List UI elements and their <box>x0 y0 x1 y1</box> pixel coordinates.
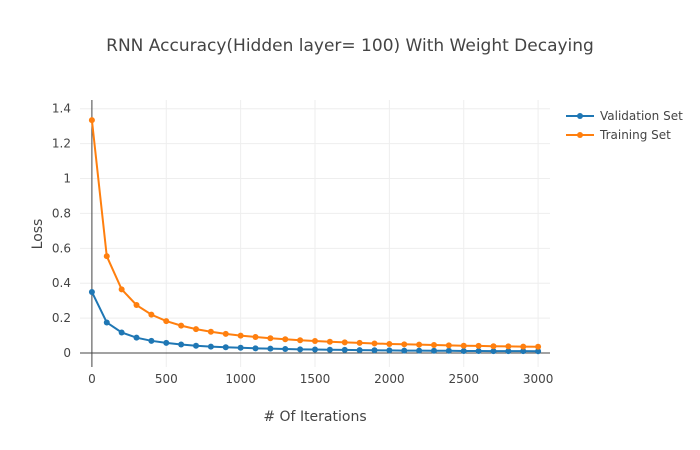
legend-item-validation-set: Validation Set <box>566 109 683 123</box>
legend-swatch-marker <box>577 113 583 119</box>
x-tick-label: 1000 <box>225 372 256 386</box>
series-layer <box>88 117 542 355</box>
validation-set-point <box>401 347 408 354</box>
training-set-point <box>193 326 200 333</box>
tick-labels: 0 0.2 0.4 0.6 0.8 1 1.2 1.4 0 500 1000 1500 2000 2500… <box>52 102 553 386</box>
validation-set-point <box>103 319 110 326</box>
validation-set-point <box>237 344 244 351</box>
validation-set-point <box>430 347 437 354</box>
validation-set-series <box>88 288 542 355</box>
training-set-point <box>401 341 408 348</box>
training-set-point <box>490 343 497 350</box>
validation-set-point <box>252 345 259 352</box>
validation-set-point <box>535 348 542 355</box>
training-set-point <box>371 340 378 347</box>
training-set-point <box>520 343 527 350</box>
x-tick-label: 0 <box>88 372 96 386</box>
legend-label: Training Set <box>599 128 671 142</box>
validation-set-point <box>312 346 318 353</box>
training-set-point <box>297 337 304 344</box>
validation-set-point <box>178 341 185 348</box>
x-tick-label: 2500 <box>448 372 479 386</box>
y-tick-label: 0.4 <box>52 276 71 290</box>
validation-set-point <box>163 339 170 346</box>
training-set-point <box>133 302 140 309</box>
validation-set-point <box>88 288 95 295</box>
validation-set-point <box>341 346 348 353</box>
training-set-point <box>356 339 363 346</box>
legend-item-training-set: Training Set <box>566 128 671 142</box>
training-set-point <box>430 342 437 349</box>
training-set-series <box>88 117 542 350</box>
validation-set-point <box>133 334 140 341</box>
x-tick-label: 500 <box>155 372 178 386</box>
validation-set-point <box>282 346 289 353</box>
validation-set-point <box>445 347 452 354</box>
chart-title: RNN Accuracy(Hidden layer= 100) With Wei… <box>106 36 594 56</box>
x-tick-label: 2000 <box>374 372 405 386</box>
y-tick-label: 0.2 <box>52 311 71 325</box>
training-set-point <box>267 335 274 342</box>
validation-set-point <box>386 347 393 354</box>
training-set-point <box>222 330 229 337</box>
validation-set-point <box>371 347 378 354</box>
y-axis-title: Loss <box>30 219 46 250</box>
y-tick-label: 0.6 <box>52 241 71 255</box>
training-set-point <box>252 333 259 340</box>
training-set-point <box>312 337 318 344</box>
validation-set-point <box>297 346 304 353</box>
training-set-point <box>103 253 110 260</box>
validation-set-point <box>118 329 125 336</box>
x-axis-title: # Of Iterations <box>263 409 366 425</box>
training-set-point <box>237 332 244 339</box>
validation-set-point <box>490 348 497 355</box>
training-set-point <box>88 117 95 124</box>
y-tick-label: 0 <box>63 346 71 360</box>
training-set-point <box>460 342 467 349</box>
training-set-point <box>505 343 512 350</box>
validation-set-point <box>356 347 363 354</box>
validation-set-point <box>416 347 423 354</box>
legend: Validation Set Training Set <box>566 109 683 142</box>
y-tick-label: 1.4 <box>52 102 71 116</box>
training-set-point <box>178 322 185 329</box>
y-tick-label: 1.2 <box>52 137 71 151</box>
training-set-point <box>416 341 423 348</box>
validation-set-point <box>148 337 155 344</box>
training-set-point <box>207 328 214 335</box>
validation-set-point <box>475 347 482 354</box>
x-tick-label: 1500 <box>300 372 331 386</box>
validation-set-point <box>222 344 229 351</box>
training-set-point <box>386 340 393 347</box>
validation-set-point <box>326 346 333 353</box>
validation-set-point <box>193 342 200 349</box>
y-tick-label: 0.8 <box>52 206 71 220</box>
training-set-point <box>535 343 542 350</box>
validation-set-point <box>207 343 214 350</box>
x-tick-label: 3000 <box>523 372 554 386</box>
training-set-point <box>475 342 482 349</box>
legend-swatch-marker <box>577 132 583 138</box>
training-set-point <box>341 339 348 346</box>
training-set-point <box>282 336 289 343</box>
validation-set-point <box>505 348 512 355</box>
validation-set-point <box>267 345 274 352</box>
training-set-point <box>163 318 170 325</box>
axes <box>80 100 550 367</box>
grid-lines <box>80 100 550 367</box>
y-tick-label: 1 <box>63 172 71 186</box>
training-set-point <box>148 311 155 318</box>
training-set-point <box>326 338 333 345</box>
training-set-point <box>118 286 125 293</box>
legend-label: Validation Set <box>600 109 683 123</box>
training-set-point <box>445 342 452 349</box>
validation-set-point <box>460 347 467 354</box>
validation-set-point <box>520 348 527 355</box>
